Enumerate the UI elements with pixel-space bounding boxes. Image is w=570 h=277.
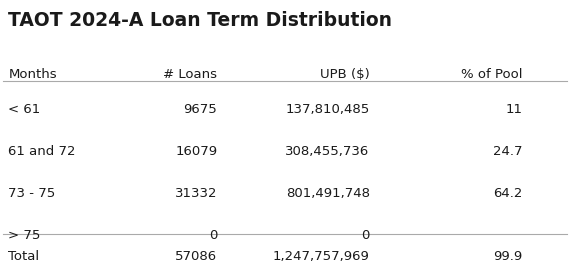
Text: 308,455,736: 308,455,736 (286, 145, 370, 158)
Text: 61 and 72: 61 and 72 (9, 145, 76, 158)
Text: 0: 0 (361, 229, 370, 242)
Text: 11: 11 (505, 103, 522, 116)
Text: 0: 0 (209, 229, 217, 242)
Text: 16079: 16079 (175, 145, 217, 158)
Text: # Loans: # Loans (163, 68, 217, 81)
Text: 1,247,757,969: 1,247,757,969 (273, 250, 370, 263)
Text: TAOT 2024-A Loan Term Distribution: TAOT 2024-A Loan Term Distribution (9, 11, 392, 30)
Text: 9675: 9675 (184, 103, 217, 116)
Text: 801,491,748: 801,491,748 (286, 187, 370, 200)
Text: 137,810,485: 137,810,485 (286, 103, 370, 116)
Text: 73 - 75: 73 - 75 (9, 187, 56, 200)
Text: Months: Months (9, 68, 57, 81)
Text: 64.2: 64.2 (492, 187, 522, 200)
Text: 31332: 31332 (175, 187, 217, 200)
Text: % of Pool: % of Pool (461, 68, 522, 81)
Text: 99.9: 99.9 (493, 250, 522, 263)
Text: < 61: < 61 (9, 103, 40, 116)
Text: 57086: 57086 (175, 250, 217, 263)
Text: UPB ($): UPB ($) (320, 68, 370, 81)
Text: Total: Total (9, 250, 39, 263)
Text: > 75: > 75 (9, 229, 41, 242)
Text: 24.7: 24.7 (492, 145, 522, 158)
